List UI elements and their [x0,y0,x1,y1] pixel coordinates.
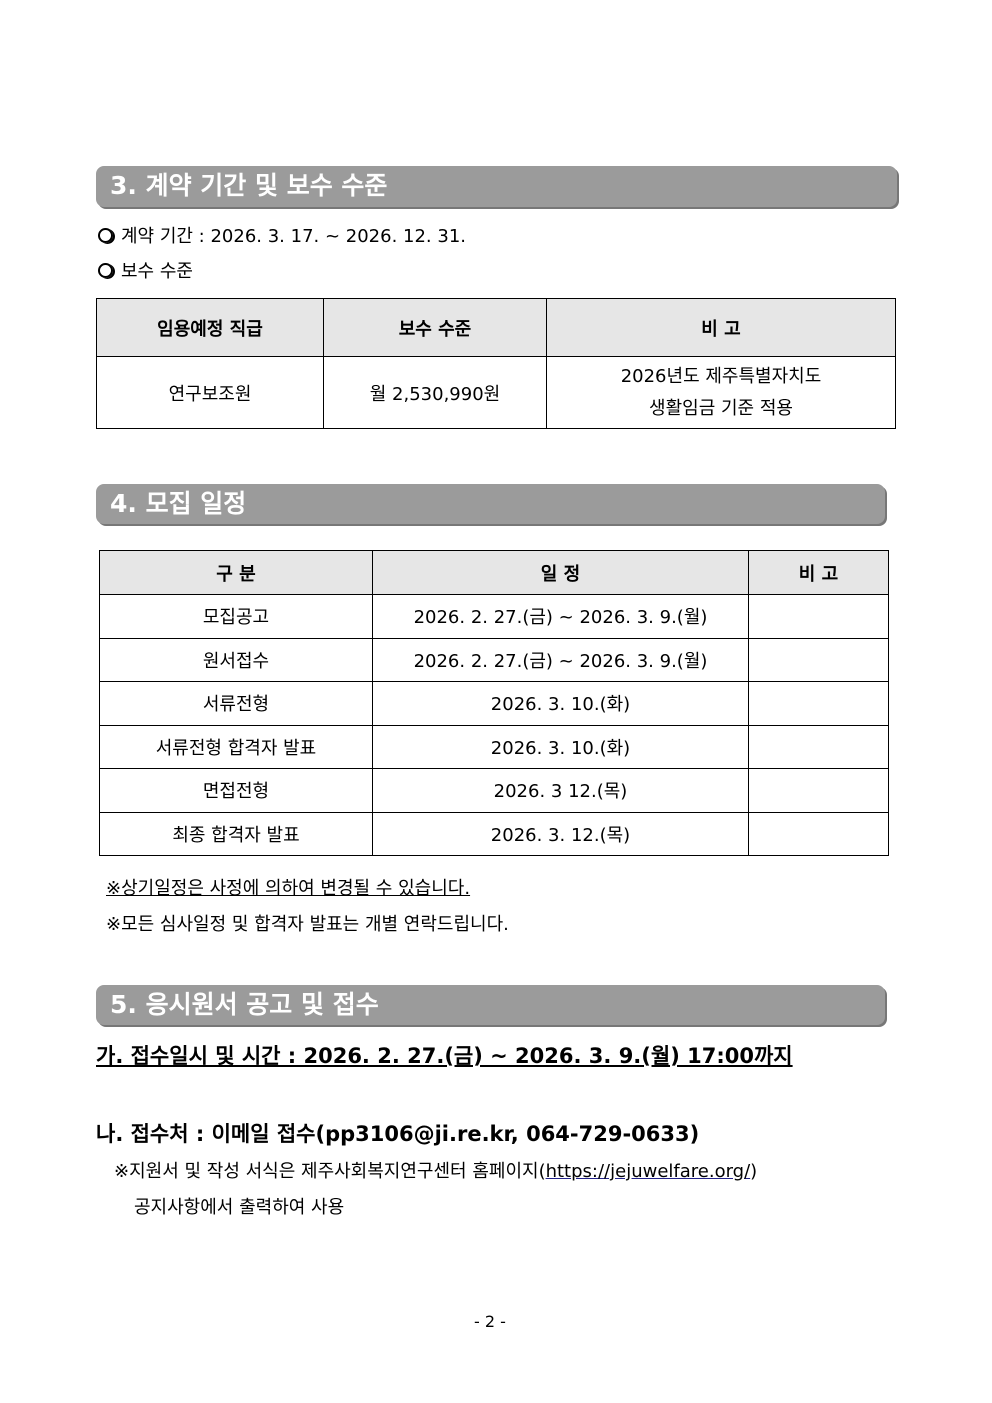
cell-item: 서류전형 [99,681,373,726]
bullet-circle-icon [98,228,113,243]
header-note: 비 고 [748,550,889,595]
schedule-row: 원서접수 2026. 2. 27.(금) ~ 2026. 3. 9.(월) [99,637,889,682]
header-note: 비 고 [546,298,896,357]
cell-note [748,811,889,856]
form-note: ※지원서 및 작성 서식은 제주사회복지연구센터 홈페이지(https://je… [114,1157,757,1183]
form-note-text: ※지원서 및 작성 서식은 제주사회복지연구센터 홈페이지( [114,1161,546,1182]
pay-table: 임용예정 직급 보수 수준 비 고 연구보조원 월 2,530,990원 2026년도 … [96,298,896,429]
schedule-note-2: ※모든 심사일정 및 합격자 발표는 개별 연락드립니다. [106,914,509,935]
receipt-period: 가. 접수일시 및 시간 : 2026. 2. 27.(금) ~ 2026. 3… [96,1044,793,1068]
cell-date: 2026. 3. 10.(화) [372,724,749,769]
cell-date: 2026. 3 12.(목) [372,768,749,813]
cell-item: 서류전형 합격자 발표 [99,724,373,769]
cell-note [748,637,889,682]
header-pay: 보수 수준 [323,298,547,357]
cell-pay: 월 2,530,990원 [323,356,547,429]
cell-item: 원서접수 [99,637,373,682]
cell-item: 모집공고 [99,594,373,639]
note-line2: 생활임금 기준 적용 [649,397,793,419]
cell-note [748,681,889,726]
schedule-row: 서류전형 합격자 발표 2026. 3. 10.(화) [99,724,889,769]
header-category: 구 분 [99,550,373,595]
cell-note [748,768,889,813]
section-3-header: 3. 계약 기간 및 보수 수준 [96,166,897,207]
page-number: - 2 - [474,1312,506,1331]
cell-item: 면접전형 [99,768,373,813]
contract-period: 계약 기간 : 2026. 3. 17. ~ 2026. 12. 31. [98,222,466,248]
section-5-header: 5. 응시원서 공고 및 접수 [96,985,885,1025]
schedule-note-1: ※상기일정은 사정에 의하여 변경될 수 있습니다. [106,878,471,899]
homepage-link[interactable]: https://jejuwelfare.org/ [545,1161,751,1182]
cell-date: 2026. 2. 27.(금) ~ 2026. 3. 9.(월) [372,594,749,639]
form-note-close: ) [750,1161,758,1182]
note-line1: 2026년도 제주특별자치도 [620,365,822,387]
schedule-row: 서류전형 2026. 3. 10.(화) [99,681,889,726]
schedule-row: 면접전형 2026. 3 12.(목) [99,768,889,813]
cell-position: 연구보조원 [96,356,324,429]
schedule-row: 최종 합격자 발표 2026. 3. 12.(목) [99,811,889,856]
header-position: 임용예정 직급 [96,298,324,357]
header-schedule: 일 정 [372,550,749,595]
form-note-line2: 공지사항에서 출력하여 사용 [134,1197,345,1218]
cell-date: 2026. 2. 27.(금) ~ 2026. 3. 9.(월) [372,637,749,682]
schedule-row: 모집공고 2026. 2. 27.(금) ~ 2026. 3. 9.(월) [99,594,889,639]
cell-item: 최종 합격자 발표 [99,811,373,856]
receipt-place: 나. 접수처 : 이메일 접수(pp3106@ji.re.kr, 064-729… [96,1122,700,1146]
pay-heading-text: 보수 수준 [121,261,193,282]
bullet-circle-icon [98,263,113,278]
pay-heading: 보수 수준 [98,257,193,283]
cell-date: 2026. 3. 10.(화) [372,681,749,726]
cell-note [748,724,889,769]
cell-note [748,594,889,639]
section-4-header: 4. 모집 일정 [96,484,885,524]
contract-period-text: 계약 기간 : 2026. 3. 17. ~ 2026. 12. 31. [121,226,466,247]
cell-date: 2026. 3. 12.(목) [372,811,749,856]
